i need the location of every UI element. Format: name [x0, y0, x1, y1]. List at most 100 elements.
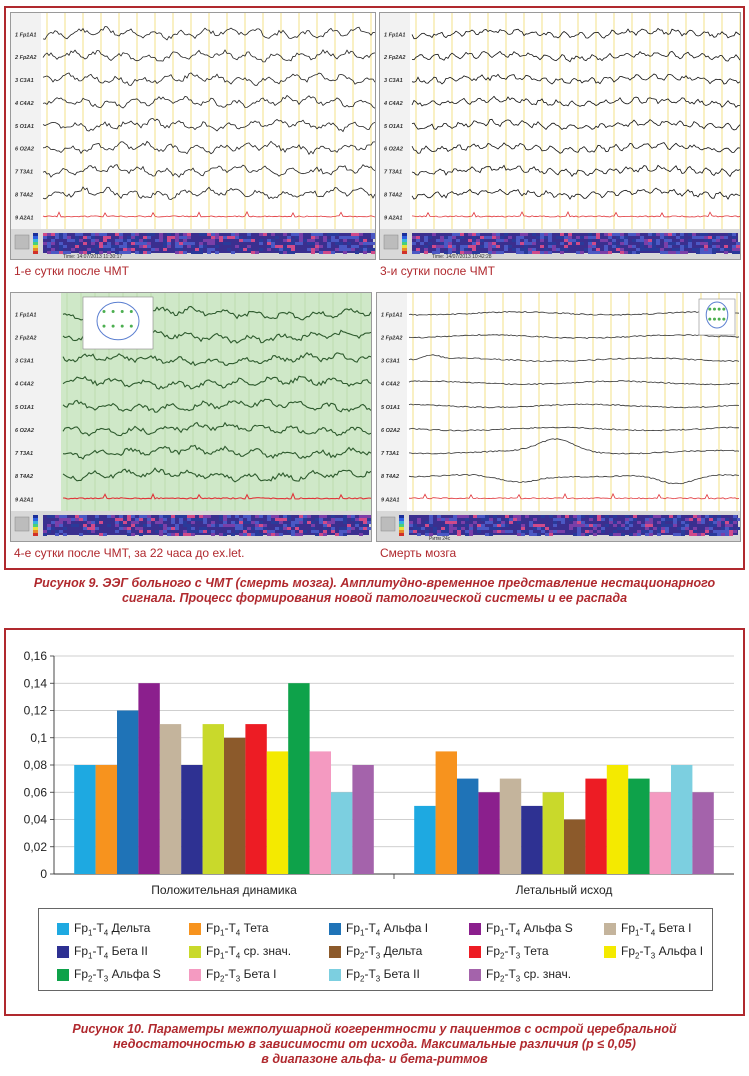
- legend-item: Fp2-T3 ср. знач.: [469, 967, 571, 983]
- eeg-panel-day4-caption: 4-е сутки после ЧМТ, за 22 часа до ex.le…: [14, 546, 245, 560]
- legend-label: Fp1-T4 Бета I: [621, 921, 692, 938]
- legend-swatch: [329, 946, 341, 959]
- eeg-trace: [408, 492, 740, 500]
- eeg-trace-canvas: 1 Fp1A1 2 Fp2A2 3 C3A1 4 C4A2 5 O1A1 6 O2A2 7 …: [380, 13, 740, 259]
- eeg-channel-label: 7 T3A1: [15, 451, 33, 457]
- eeg-trace: [411, 50, 740, 63]
- eeg-channel-label: 4 C4A2: [14, 382, 34, 388]
- x-category-label: Положительная динамика: [151, 883, 297, 897]
- legend-label: Fp1-T4 Тета: [206, 921, 269, 938]
- legend-item: Fp1-T4 ср. знач.: [189, 944, 291, 960]
- legend-label: Fp1-T4 Альфа I: [346, 921, 429, 938]
- eeg-trace: [42, 118, 375, 133]
- bar: [288, 683, 310, 874]
- legend-label: Fp2-T3 Бета II: [346, 967, 420, 984]
- figure-9-caption: Рисунок 9. ЭЭГ больного с ЧМТ (смерть мо…: [0, 576, 749, 606]
- eeg-trace: [408, 426, 740, 432]
- legend-swatch: [189, 946, 201, 959]
- eeg-trace: [411, 142, 740, 154]
- eeg-panel-brain-death: 1 Fp1A1 2 Fp2A2 3 C3A1 4 C4A2 5 O1A1 6 O2A2 7 …: [376, 292, 741, 542]
- legend-item: Fp2-T3 Бета I: [189, 967, 276, 983]
- legend-swatch: [469, 969, 481, 982]
- bar: [542, 792, 564, 875]
- legend-item: Fp1-T4 Альфа S: [469, 921, 573, 937]
- eeg-trace: [408, 438, 740, 455]
- legend-label: Fp2-T3 Дельта: [346, 944, 423, 961]
- legend-item: Fp2-T3 Дельта: [329, 944, 422, 960]
- legend-label: Fp2-T3 Бета I: [206, 967, 277, 984]
- legend-label: Fp1-T4 ср. знач.: [206, 944, 292, 961]
- eeg-trace: [411, 211, 740, 218]
- legend-label: Fp1-T4 Бета II: [74, 944, 148, 961]
- eeg-channel-label: 9 A2A1: [15, 497, 33, 503]
- eeg-channel-label: 4 C4A2: [380, 382, 400, 388]
- eeg-trace: [408, 354, 740, 363]
- eeg-trace: [42, 164, 375, 178]
- y-tick-label: 0,04: [24, 813, 48, 827]
- eeg-trace: [62, 375, 371, 390]
- legend-label: Fp2-T3 ср. знач.: [486, 967, 572, 984]
- bar: [478, 792, 500, 875]
- eeg-channel-label: 8 T4A2: [15, 474, 33, 480]
- head-map-icon: [698, 298, 736, 336]
- eeg-trace: [411, 164, 740, 178]
- eeg-trace: [42, 94, 375, 109]
- eeg-channel-label: 7 T3A1: [15, 170, 33, 176]
- bar: [649, 792, 671, 875]
- eeg-channel-label: 1 Fp1A1: [381, 312, 402, 318]
- bar: [266, 751, 289, 874]
- figure-9-caption-line2: сигнала. Процесс формирования новой пато…: [121, 591, 628, 605]
- y-tick-label: 0: [40, 867, 47, 881]
- eeg-trace: [42, 72, 375, 86]
- eeg-channel-label: 7 T3A1: [384, 170, 402, 176]
- bar: [352, 765, 374, 874]
- eeg-channel-label: 8 T4A2: [381, 474, 399, 480]
- eeg-channel-label: 6 O2A2: [15, 428, 34, 434]
- eeg-trace: [62, 398, 371, 413]
- bar: [628, 778, 650, 874]
- bar: [181, 765, 203, 874]
- eeg-channel-label: 6 O2A2: [381, 428, 400, 434]
- eeg-channel-label: 3 C3A1: [15, 359, 34, 365]
- legend-swatch: [329, 923, 341, 936]
- eeg-channel-label: 5 O1A1: [384, 124, 403, 130]
- legend-item: Fp1-T4 Бета II: [57, 944, 148, 960]
- y-tick-label: 0,08: [24, 758, 48, 772]
- bar: [224, 737, 246, 875]
- bar: [606, 765, 629, 874]
- legend-item: Fp1-T4 Бета I: [604, 921, 691, 937]
- eeg-channel-label: 4 C4A2: [383, 101, 403, 107]
- bar: [692, 792, 714, 875]
- eeg-trace: [411, 73, 740, 85]
- legend-item: Fp1-T4 Тета: [189, 921, 269, 937]
- bar: [95, 765, 117, 874]
- y-tick-label: 0,14: [24, 676, 48, 690]
- eeg-trace: [42, 210, 375, 218]
- eeg-channel-label: 1 Fp1A1: [15, 312, 36, 318]
- eeg-channel-label: 9 A2A1: [384, 215, 402, 221]
- bar: [435, 751, 457, 874]
- eeg-panel-day3-caption: 3-и сутки после ЧМТ: [380, 264, 495, 278]
- eeg-channel-label: 5 O1A1: [15, 124, 34, 130]
- bar: [309, 751, 331, 874]
- y-tick-label: 0,02: [24, 840, 48, 854]
- eeg-channel-label: 9 A2A1: [381, 497, 399, 503]
- legend-item: Fp2-T3 Тета: [469, 944, 549, 960]
- bar: [74, 765, 96, 874]
- eeg-channel-label: 3 C3A1: [384, 78, 403, 84]
- eeg-trace: [408, 403, 740, 409]
- x-category-label: Летальный исход: [516, 883, 613, 897]
- eeg-channel-label: 2 Fp2A2: [14, 336, 36, 342]
- bar: [521, 805, 543, 874]
- y-tick-label: 0,06: [24, 785, 48, 799]
- eeg-trace: [62, 467, 371, 483]
- eeg-channel-label: 7 T3A1: [381, 451, 399, 457]
- figure-10-caption-line1: Рисунок 10. Параметры межполушарной коге…: [72, 1022, 677, 1036]
- eeg-channel-label: 5 O1A1: [15, 405, 34, 411]
- eeg-channel-label: 6 O2A2: [384, 147, 403, 153]
- eeg-channel-label: 2 Fp2A2: [14, 55, 36, 61]
- coherence-chart-frame: 0 0,02 0,04 0,06 0,08 0,1 0,12 0,14 0,16 Положите…: [4, 628, 745, 1016]
- eeg-figure-frame: 1 Fp1A1 2 Fp2A2 3 C3A1 4 C4A2 5 O1A1 6 O2A2 7 …: [4, 6, 745, 570]
- eeg-trace: [411, 187, 740, 200]
- figure-10-caption-line2: недостаточностью в зависимости от исхода…: [113, 1037, 636, 1051]
